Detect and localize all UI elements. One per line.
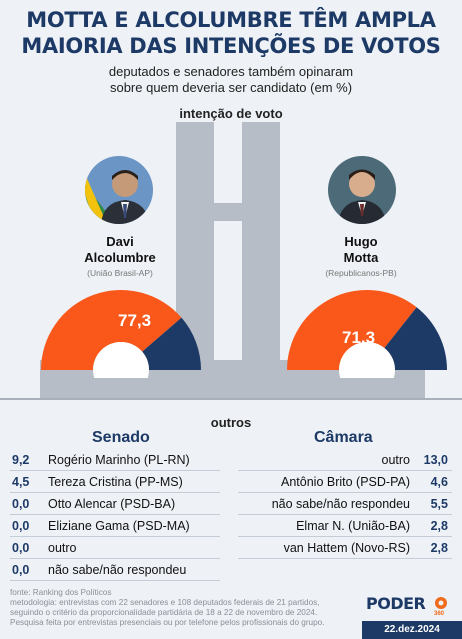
footer-method-3: Pesquisa feita por entrevistas presencia…	[10, 618, 325, 627]
row-value: 4,6	[430, 475, 448, 489]
table-row: 4,5 Tereza Cristina (PP-MS)	[10, 473, 220, 493]
row-label: Tereza Cristina (PP-MS)	[48, 475, 183, 489]
table-row: 5,5 não sabe/não respondeu	[238, 495, 452, 515]
donut-slice-0-0	[41, 289, 182, 370]
table-row: 13,0 outro	[238, 451, 452, 471]
motta-photo-icon	[328, 156, 396, 224]
row-value: 9,2	[12, 453, 30, 467]
footer-source: fonte: Ranking dos Políticos	[10, 588, 112, 597]
donut-slice-1-0	[287, 290, 417, 370]
alcolumbre-name-line-2: Alcolumbre	[84, 250, 156, 265]
alcolumbre-value-label: 77,3	[118, 311, 152, 330]
table-row: 4,6 Antônio Brito (PSD-PA)	[238, 473, 452, 493]
vote-intention-label: intenção de voto	[179, 106, 283, 121]
sun-logo-icon	[435, 597, 447, 609]
row-value: 0,0	[12, 497, 30, 511]
camara-title: Câmara	[314, 429, 373, 446]
row-value: 0,0	[12, 563, 30, 577]
row-value: 0,0	[12, 541, 30, 555]
motta-donut-chart	[287, 290, 447, 378]
row-label: van Hattem (Novo-RS)	[283, 541, 410, 555]
row-label: Eliziane Gama (PSD-MA)	[48, 519, 190, 533]
alcolumbre-avatar	[85, 156, 153, 224]
motta-name-line-1: Hugo	[344, 234, 378, 249]
footer-method-1: metodologia: entrevistas com 22 senadore…	[10, 598, 320, 607]
alcolumbre-donut-chart	[41, 289, 201, 378]
row-value: 0,0	[12, 519, 30, 533]
alcolumbre-photo-icon	[85, 156, 153, 224]
footer-method-2: seguindo o critério da proporcionalidade…	[10, 608, 318, 617]
table-row: 0,0 não sabe/não respondeu	[10, 561, 220, 581]
row-value: 13,0	[423, 453, 448, 467]
others-label: outros	[210, 415, 252, 430]
row-value: 4,5	[12, 475, 30, 489]
table-row: 2,8 van Hattem (Novo-RS)	[238, 539, 452, 559]
motta-name-line-2: Motta	[343, 250, 379, 265]
brand-sub: 360	[434, 611, 445, 617]
donut-slice-0-1	[142, 317, 201, 370]
row-label: não sabe/não respondeu	[48, 563, 187, 577]
table-row: 9,2 Rogério Marinho (PL-RN)	[10, 451, 220, 471]
row-label: Rogério Marinho (PL-RN)	[48, 453, 190, 467]
senado-title: Senado	[92, 429, 150, 446]
subtitle-line-2: sobre quem deveria ser candidato (em %)	[109, 80, 353, 95]
row-value: 5,5	[430, 497, 448, 511]
donut-hole-0	[93, 342, 149, 378]
alcolumbre-name-line-1: Davi	[106, 234, 134, 249]
row-label: Antônio Brito (PSD-PA)	[281, 475, 410, 489]
table-row: 0,0 Otto Alencar (PSD-BA)	[10, 495, 220, 515]
row-label: outro	[381, 453, 411, 467]
row-value: 2,8	[430, 541, 448, 555]
brand-logo: PODER	[366, 594, 426, 613]
table-row: 0,0 outro	[10, 539, 220, 559]
donut-slice-1-1	[384, 307, 447, 370]
row-label: não sabe/não respondeu	[271, 497, 410, 511]
row-label: Otto Alencar (PSD-BA)	[48, 497, 176, 511]
title-line-2: MAIORIA DAS INTENÇÕES DE VOTOS	[21, 34, 441, 58]
row-label: outro	[48, 541, 77, 555]
row-label: Elmar N. (União-BA)	[296, 519, 410, 533]
date-badge: 22.dez.2024	[362, 621, 462, 639]
alcolumbre-party: (União Brasil-AP)	[87, 268, 153, 278]
subtitle-line-1: deputados e senadores também opinaram	[108, 64, 354, 79]
row-value: 2,8	[430, 519, 448, 533]
table-row: 0,0 Eliziane Gama (PSD-MA)	[10, 517, 220, 537]
motta-avatar	[328, 156, 396, 224]
motta-party: (Republicanos-PB)	[325, 268, 397, 278]
title-line-1: MOTTA E ALCOLUMBRE TÊM AMPLA	[26, 8, 436, 32]
table-row: 2,8 Elmar N. (União-BA)	[238, 517, 452, 537]
motta-value-label: 71,3	[342, 328, 376, 347]
donut-hole-1	[339, 342, 395, 378]
